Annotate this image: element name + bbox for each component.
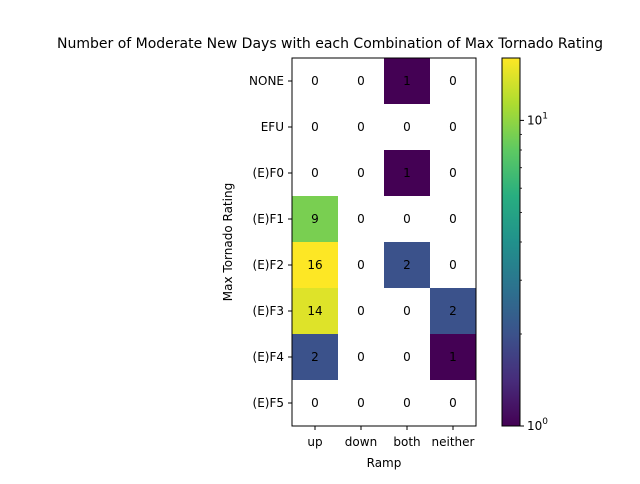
colorbar-tick-label: 101 [527, 111, 548, 127]
cell-value-label: 0 [357, 120, 365, 134]
heatmap-cell [292, 242, 338, 288]
cell-value-label: 2 [449, 304, 457, 318]
cell-value-label: 0 [403, 350, 411, 364]
chart-title: Number of Moderate New Days with each Co… [57, 36, 603, 52]
cell-value-label: 0 [311, 74, 319, 88]
cell-value-label: 0 [449, 166, 457, 180]
cell-value-label: 0 [403, 212, 411, 226]
y-tick-label: NONE [249, 74, 284, 88]
cell-value-label: 0 [311, 396, 319, 410]
heatmap-cell [384, 150, 430, 196]
cell-value-label: 0 [403, 396, 411, 410]
colorbar-ticks: 100 101 [520, 111, 548, 433]
cell-value-label: 9 [311, 212, 319, 226]
plot-frame [291, 57, 477, 427]
cell-value-label: 0 [449, 74, 457, 88]
cell-value-label: 0 [357, 304, 365, 318]
heatmap-cell [384, 242, 430, 288]
cell-value-label: 0 [311, 120, 319, 134]
y-axis-label: Max Tornado Rating [221, 183, 235, 301]
cell-value-label: 0 [311, 166, 319, 180]
y-tick-label: EFU [261, 120, 284, 134]
cell-value-label: 0 [449, 212, 457, 226]
cell-value-label: 0 [357, 258, 365, 272]
cell-value-label: 16 [307, 258, 322, 272]
cell-value-label: 0 [403, 120, 411, 134]
y-axis: NONE EFU (E)F0 (E)F1 (E)F2 (E)F3 (E)F4 (E)F5 [249, 74, 292, 410]
x-tick-label: neither [432, 435, 475, 449]
x-tick-label: up [307, 435, 322, 449]
heatmap-cell [430, 334, 476, 380]
x-tick-label: both [393, 435, 420, 449]
cell-value-label: 2 [403, 258, 411, 272]
cell-value-label: 0 [449, 120, 457, 134]
heatmap-cell [292, 196, 338, 242]
cell-value-label: 0 [449, 396, 457, 410]
cell-value-label: 0 [357, 74, 365, 88]
cell-value-label: 1 [403, 166, 411, 180]
colorbar: 100 101 [501, 57, 548, 433]
cell-value-label: 2 [311, 350, 319, 364]
heatmap-cell [292, 334, 338, 380]
cell-value-label: 0 [449, 258, 457, 272]
colorbar-gradient [502, 58, 520, 426]
cell-value-label: 1 [449, 350, 457, 364]
y-tick-label: (E)F2 [253, 258, 284, 272]
x-tick-label: down [345, 435, 377, 449]
cell-value-label: 14 [307, 304, 322, 318]
heatmap-cell [384, 58, 430, 104]
cell-value-label: 0 [357, 212, 365, 226]
heatmap-cell [430, 288, 476, 334]
heatmap-cell [292, 288, 338, 334]
heatmap-cell-labels: 0 0 1 0 0 0 0 0 0 0 1 0 9 0 0 0 16 0 2 0 14 0 0 2 2 0 0 1 0 0 0 0 [307, 74, 456, 410]
y-tick-label: (E)F4 [253, 350, 284, 364]
x-axis-label: Ramp [367, 456, 402, 470]
cell-value-label: 0 [357, 350, 365, 364]
y-tick-label: (E)F0 [253, 166, 284, 180]
heatmap-cells [292, 58, 476, 380]
colorbar-tick-label: 100 [527, 417, 548, 433]
x-axis: up down both neither [307, 426, 475, 449]
y-tick-label: (E)F5 [253, 396, 284, 410]
y-tick-label: (E)F3 [253, 304, 284, 318]
cell-value-label: 0 [403, 304, 411, 318]
cell-value-label: 0 [357, 396, 365, 410]
cell-value-label: 0 [357, 166, 365, 180]
y-tick-label: (E)F1 [253, 212, 284, 226]
cell-value-label: 1 [403, 74, 411, 88]
